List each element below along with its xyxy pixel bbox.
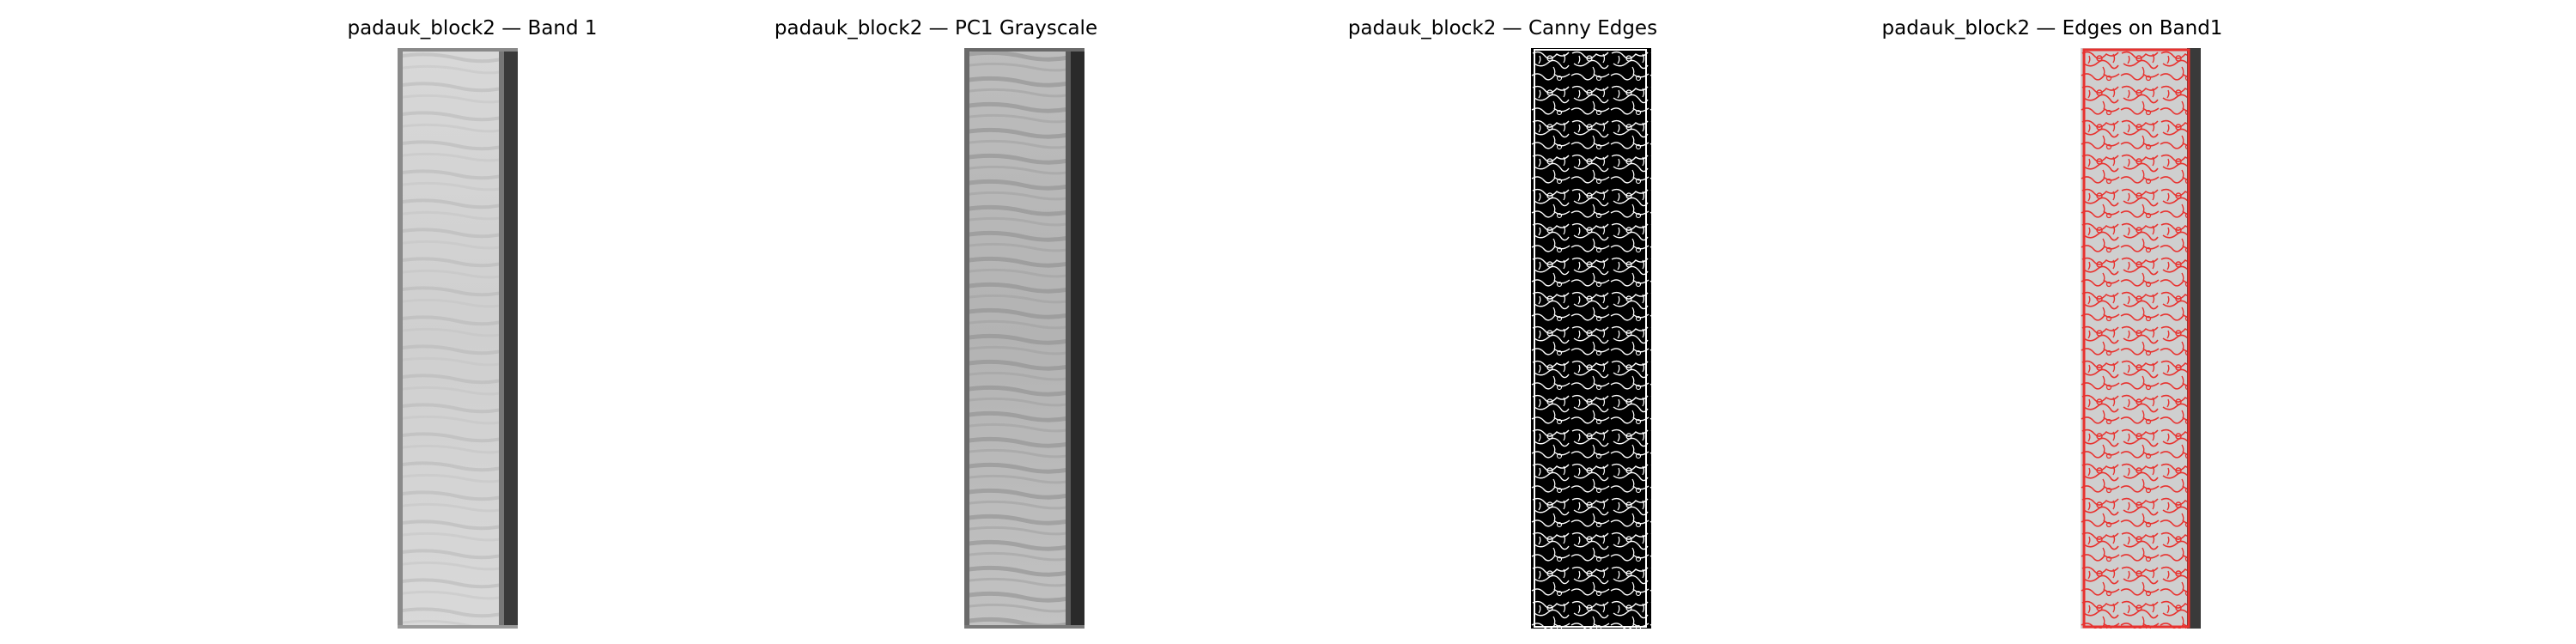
panel-overlay: padauk_block2 — Edges on Band1 bbox=[1838, 0, 2267, 644]
overlay-image bbox=[2081, 48, 2201, 629]
pc1-image bbox=[964, 48, 1084, 629]
pc1-svg bbox=[964, 48, 1084, 629]
canny-image bbox=[1531, 48, 1651, 629]
panel-band1: padauk_block2 — Band 1 bbox=[258, 0, 687, 644]
panel-canny: padauk_block2 — Canny Edges bbox=[1288, 0, 1717, 644]
panel-title-overlay: padauk_block2 — Edges on Band1 bbox=[1881, 17, 2223, 39]
panel-title-canny: padauk_block2 — Canny Edges bbox=[1347, 17, 1658, 39]
canny-svg bbox=[1531, 48, 1651, 629]
panel-title-pc1: padauk_block2 — PC1 Grayscale bbox=[774, 17, 1098, 39]
overlay-svg bbox=[2081, 48, 2201, 629]
panel-title-band1: padauk_block2 — Band 1 bbox=[347, 17, 598, 39]
panel-pc1: padauk_block2 — PC1 Grayscale bbox=[721, 0, 1151, 644]
band1-image bbox=[398, 48, 518, 629]
band1-svg bbox=[398, 48, 518, 629]
